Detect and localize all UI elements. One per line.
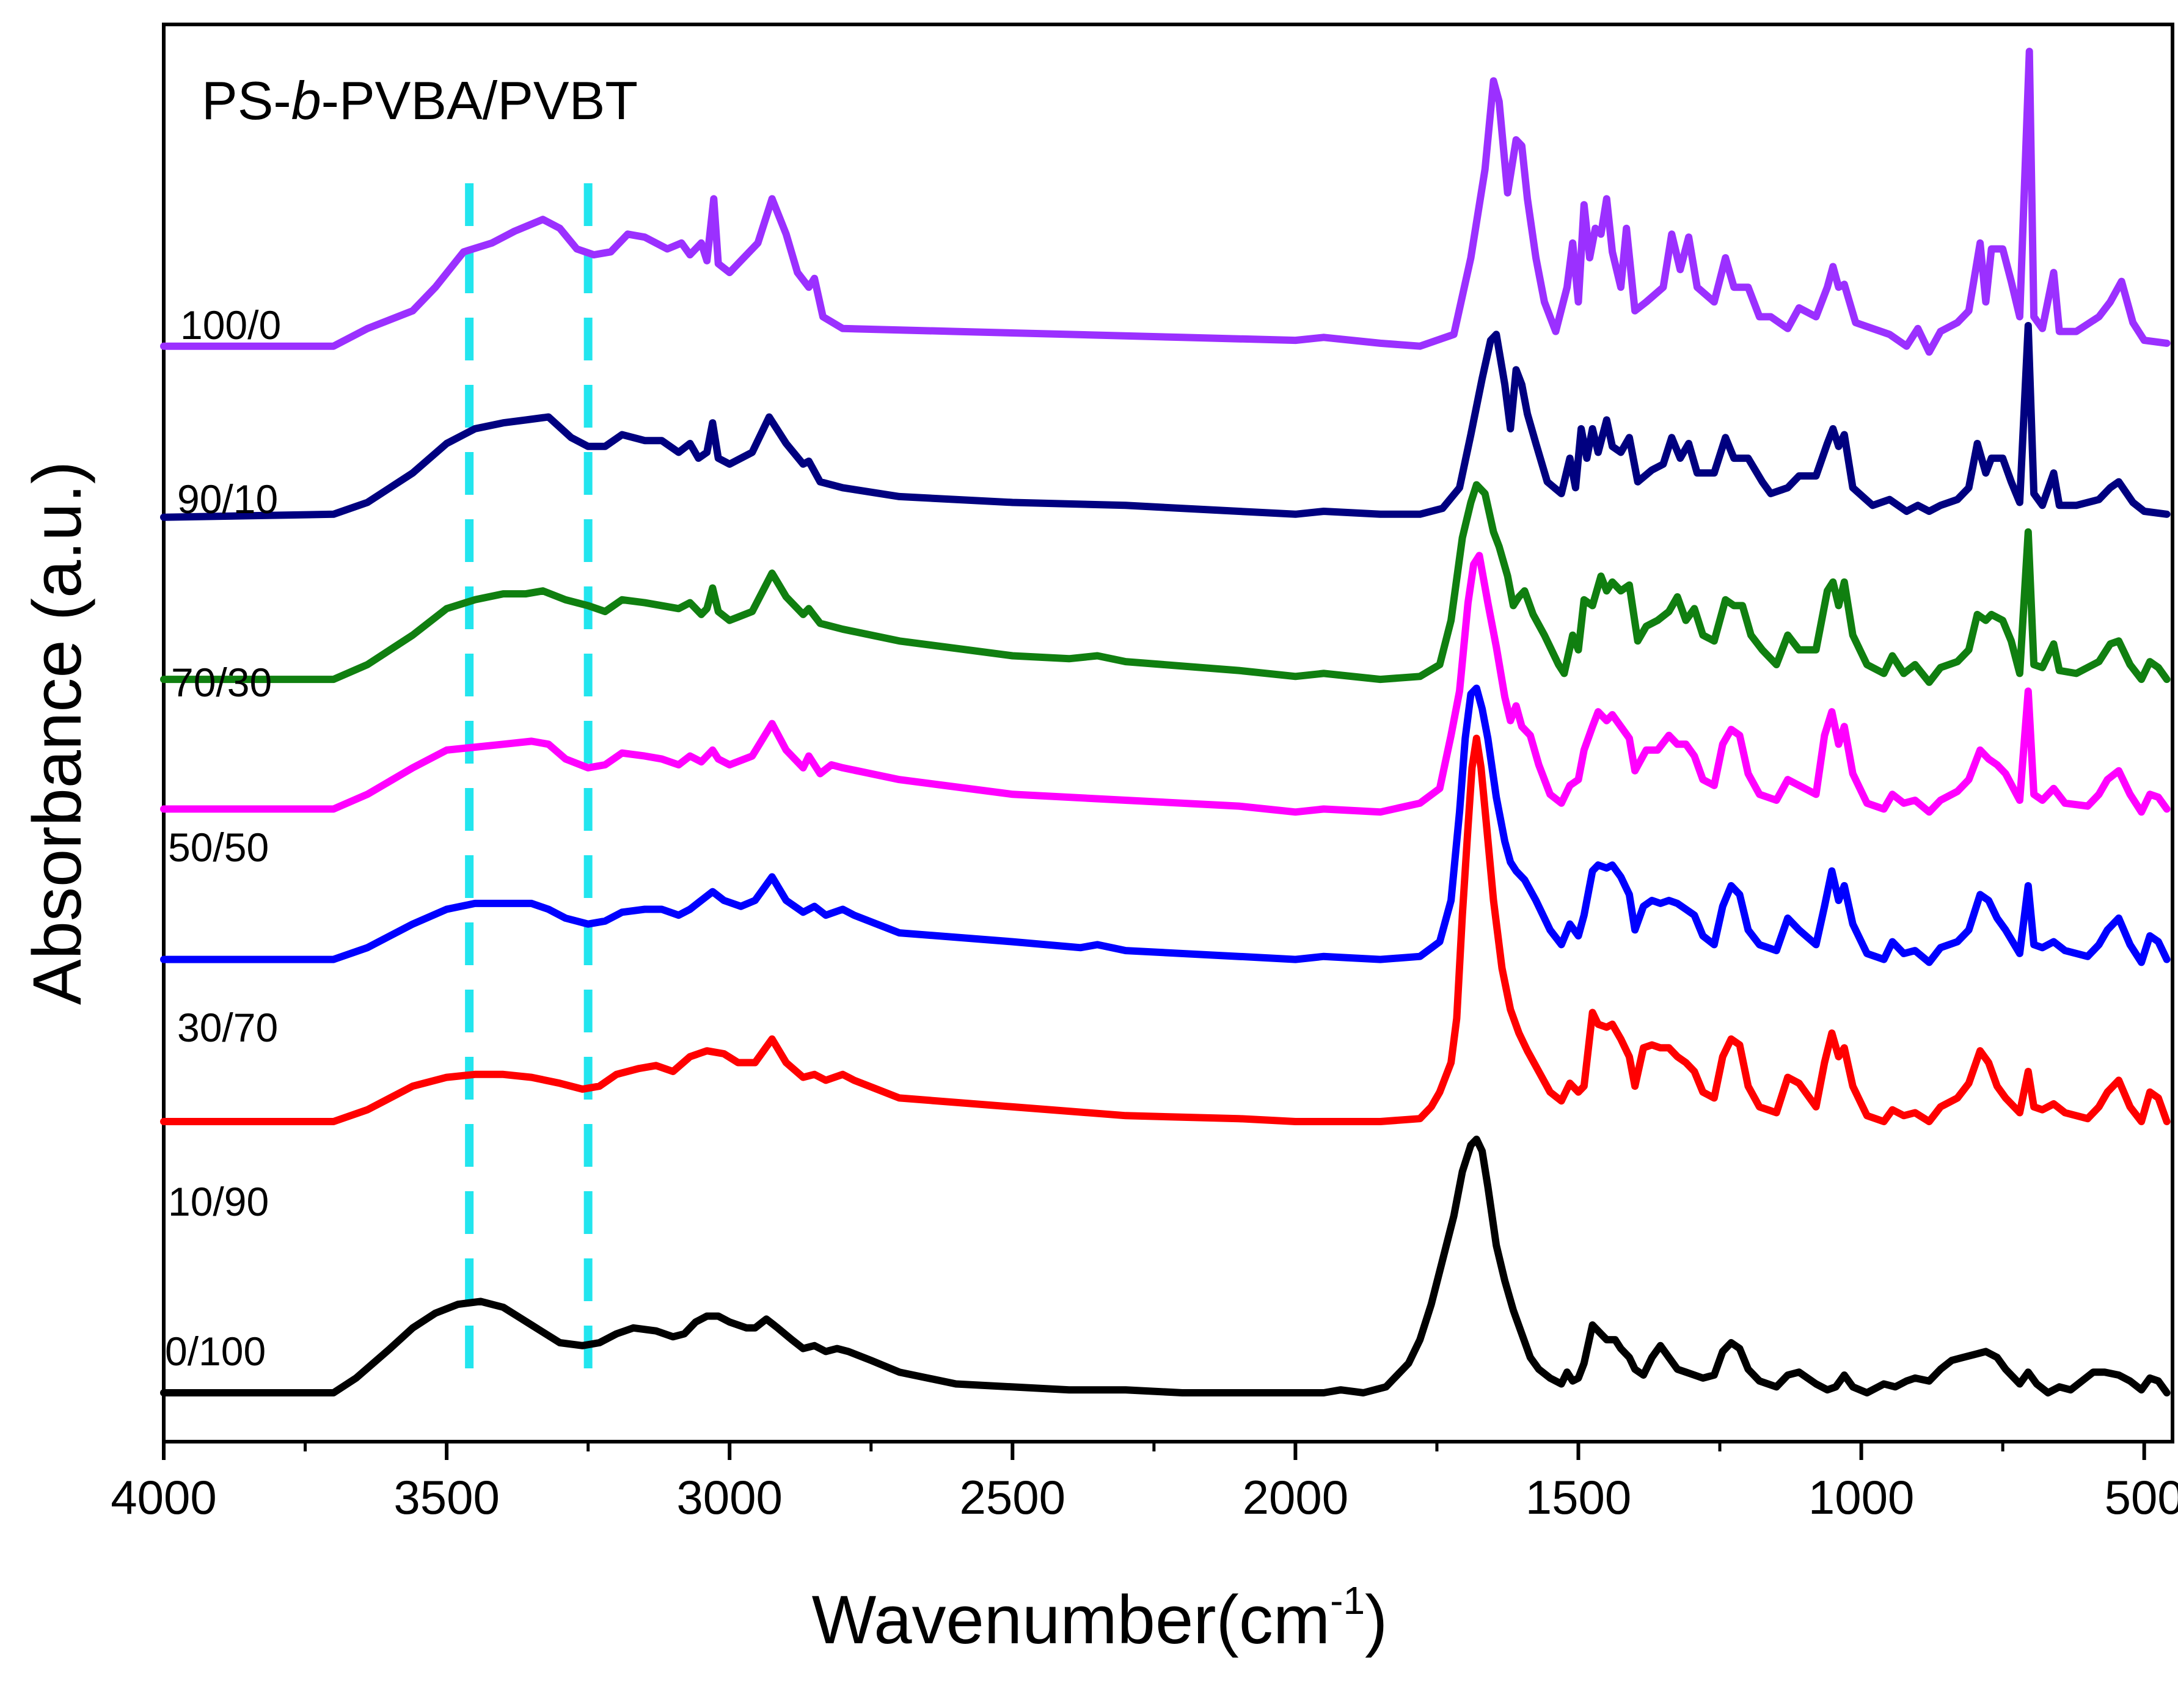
- series-labels: 100/0 90/10 70/30 50/50 30/70 10/90 0/100: [165, 302, 281, 1374]
- chart-title-italic: b: [291, 70, 321, 131]
- series-label-70-30: 70/30: [171, 660, 272, 705]
- y-axis-title: Absorbance (a.u.): [19, 461, 95, 1005]
- x-tick-label-500: 500: [2105, 1470, 2178, 1524]
- x-tick-label-1000: 1000: [1808, 1470, 1915, 1524]
- series-label-100-0: 100/0: [180, 302, 281, 348]
- x-tick-label-3000: 3000: [676, 1470, 783, 1524]
- series-line-100-0: [160, 48, 2171, 356]
- x-axis-title-close: ): [1365, 1582, 1387, 1658]
- series-line-0-100: [160, 1136, 2171, 1396]
- x-axis-title-sup: -1: [1330, 1578, 1365, 1622]
- chart-title-prefix: PS-: [202, 70, 291, 131]
- series-label-10-90: 10/90: [168, 1179, 269, 1224]
- series-label-30-70: 30/70: [177, 1005, 278, 1050]
- x-axis: 4000 3500 3000 2500 2000 1500 1000 500: [111, 1442, 2178, 1524]
- x-axis-title-main: Wavenumber(cm: [812, 1582, 1330, 1658]
- series-line-90-10: [160, 322, 2171, 521]
- series-line-50-50: [160, 552, 2171, 816]
- series-label-90-10: 90/10: [177, 476, 278, 522]
- plot-frame: [162, 23, 2174, 1443]
- series-label-0-100: 0/100: [165, 1329, 266, 1374]
- series-lines: [160, 48, 2171, 1396]
- x-tick-label-1500: 1500: [1526, 1470, 1632, 1524]
- x-tick-label-2000: 2000: [1243, 1470, 1349, 1524]
- x-axis-title: Wavenumber(cm-1): [812, 1578, 1388, 1658]
- x-tick-label-3500: 3500: [393, 1470, 500, 1524]
- chart-title-suffix: -PVBA/PVBT: [321, 70, 638, 131]
- series-label-50-50: 50/50: [168, 825, 269, 870]
- series-line-10-90: [160, 734, 2171, 1125]
- x-tick-label-4000: 4000: [111, 1470, 217, 1524]
- chart-title: PS-b-PVBA/PVBT: [202, 70, 638, 131]
- series-line-30-70: [160, 684, 2171, 966]
- x-tick-label-2500: 2500: [960, 1470, 1066, 1524]
- series-line-70-30: [160, 481, 2171, 686]
